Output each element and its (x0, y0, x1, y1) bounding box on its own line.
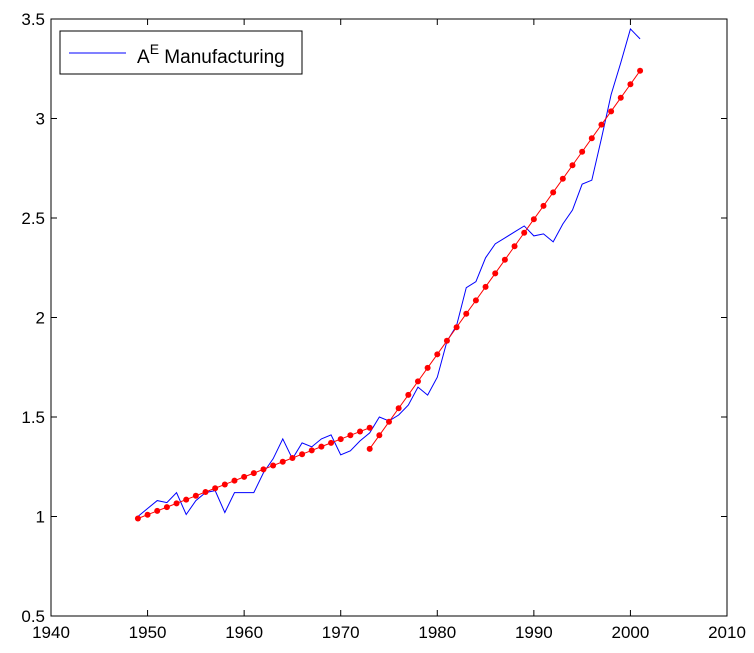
y-tick-label: 0.5 (21, 607, 45, 626)
data-point (270, 462, 277, 469)
data-point (134, 515, 141, 522)
data-point (443, 337, 450, 344)
data-point (299, 451, 306, 458)
data-point (588, 135, 595, 142)
x-tick-label: 1950 (129, 623, 167, 642)
y-tick-label: 1 (36, 508, 45, 527)
legend-label-sup: E (150, 41, 159, 57)
data-point (308, 447, 315, 454)
axes-box (50, 18, 728, 617)
series-2 (366, 67, 644, 452)
x-tick-label: 1970 (322, 623, 360, 642)
data-point (250, 470, 257, 477)
data-point (569, 162, 576, 169)
data-point (472, 297, 479, 304)
data-point (241, 473, 248, 480)
data-point (521, 229, 528, 236)
y-tick-label: 2 (36, 309, 45, 328)
data-point (414, 378, 421, 385)
data-point (231, 477, 238, 484)
data-point (453, 324, 460, 331)
data-point (318, 443, 325, 450)
data-point (424, 364, 431, 371)
data-point (386, 418, 392, 425)
x-tick-label: 2000 (612, 623, 650, 642)
data-point (357, 428, 364, 435)
ticks-layer: 1940 1950 1960 1970 1980 1990 2000 2010 0.5 1 1.5 2… (21, 10, 746, 642)
data-point (617, 94, 624, 101)
y-tick-label: 3 (36, 110, 45, 129)
series-0 (137, 27, 641, 517)
data-point (202, 489, 209, 496)
y-tick-label: 1.5 (21, 408, 45, 427)
legend-label: AE Manufacturing (137, 41, 285, 68)
x-tick-label: 1990 (515, 623, 553, 642)
legend-label-rest: Manufacturing (159, 47, 285, 68)
data-point (221, 481, 228, 488)
data-point (212, 485, 219, 492)
series-1 (134, 424, 373, 522)
data-point (579, 148, 586, 155)
x-tick-label: 1980 (418, 623, 456, 642)
data-point (173, 500, 180, 507)
series-layer (134, 27, 644, 522)
x-tick-label: 1960 (225, 623, 263, 642)
x-tick-label: 2010 (708, 623, 746, 642)
data-point (608, 108, 615, 115)
y-tick-label: 3.5 (21, 10, 45, 29)
data-point (598, 121, 605, 128)
data-point (492, 270, 499, 277)
data-point (347, 432, 354, 439)
data-point (463, 310, 470, 317)
x-tick-label: 1940 (32, 623, 70, 642)
data-point (530, 216, 537, 223)
data-point (366, 424, 373, 431)
data-point (289, 454, 296, 461)
data-point (376, 432, 383, 439)
data-point (192, 492, 199, 499)
data-point (260, 466, 267, 473)
legend[interactable]: AE Manufacturing (59, 30, 303, 75)
data-point (366, 445, 373, 452)
legend-box (59, 30, 303, 75)
data-point (154, 507, 161, 514)
series-line (137, 27, 641, 517)
legend-label-base: A (137, 47, 150, 68)
data-point (328, 439, 335, 446)
data-point (482, 283, 489, 290)
data-point (511, 243, 518, 250)
y-tick-label: 2.5 (21, 209, 45, 228)
data-point (559, 175, 566, 182)
data-point (279, 458, 286, 465)
data-point (395, 405, 402, 412)
data-point (144, 511, 151, 518)
data-point (627, 81, 634, 88)
data-point (405, 391, 412, 398)
data-point (501, 256, 508, 263)
data-point (434, 351, 441, 358)
data-point (337, 436, 344, 443)
data-point (183, 496, 190, 503)
data-point (540, 202, 547, 209)
data-point (637, 67, 644, 74)
data-point (550, 189, 557, 196)
data-point (163, 504, 170, 511)
